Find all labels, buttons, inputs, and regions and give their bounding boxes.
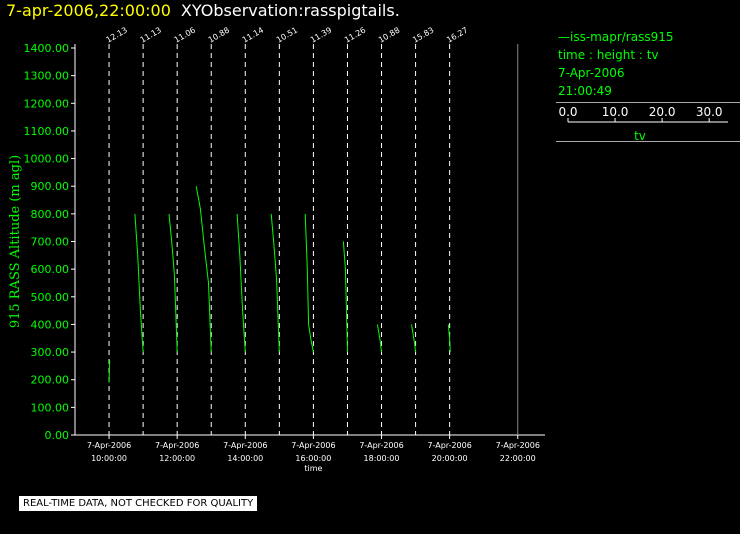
colorbar-tick-label: 30.0 [696,105,723,119]
y-tick-label: 1000.00 [24,153,70,166]
y-tick-label: 400.00 [31,318,70,331]
legend-time: 21:00:49 [558,84,612,98]
profile-label: 10.88 [377,25,401,44]
x-tick-date-label: 7-Apr-2006 [223,441,267,450]
legend-fields: time : height : tv [558,48,659,62]
y-tick-label: 1400.00 [24,42,70,55]
profile-label: 11.26 [343,25,367,44]
colorbar-label: tv [634,129,646,143]
x-tick-time-label: 14:00:00 [227,454,263,463]
colorbar-tick-label: 20.0 [649,105,676,119]
profile-trace [376,324,382,353]
profile-trace [342,241,348,353]
profile-label: 10.51 [275,25,299,44]
y-tick-label: 100.00 [31,401,70,414]
y-tick-label: 500.00 [31,291,70,304]
y-tick-label: 900.00 [31,180,70,193]
y-tick-label: 0.00 [45,429,70,442]
chart-title: XYObservation:rasspigtails. [180,1,400,20]
x-tick-date-label: 7-Apr-2006 [87,441,131,450]
profile-trace [270,213,280,353]
x-tick-date-label: 7-Apr-2006 [427,441,471,450]
profile-label: 11.06 [173,25,197,44]
profile-trace [134,213,144,353]
legend-date: 7-Apr-2006 [558,66,625,80]
y-tick-label: 300.00 [31,346,70,359]
y-tick-label: 200.00 [31,374,70,387]
x-tick-time-label: 16:00:00 [295,454,331,463]
profile-label: 10.88 [207,25,231,44]
legend-divider-bottom [556,141,740,142]
x-tick-time-label: 18:00:00 [364,454,400,463]
legend-divider-top [556,102,740,103]
profile-trace [168,213,178,353]
profile-label: 11.14 [241,25,265,44]
profile-trace [108,360,111,383]
profile-trace [236,213,246,353]
x-tick-time-label: 12:00:00 [159,454,195,463]
colorbar-tick-label: 10.0 [602,105,629,119]
colorbar: 0.0 10.0 20.0 30.0 tv [558,105,728,143]
profile-label: 15.83 [411,25,435,44]
profile-label: 12.13 [105,25,129,44]
colorbar-tick-label: 0.0 [558,105,577,119]
y-tick-label: 600.00 [31,263,70,276]
profile-trace [411,324,417,353]
legend-series-label: —iss-mapr/rass915 [558,30,674,44]
chart-header: 7-apr-2006,22:00:00 XYObservation:rasspig… [6,1,400,20]
profile-trace [195,186,212,353]
chart-timestamp: 7-apr-2006,22:00:00 [6,1,171,20]
profile-label: 11.13 [139,25,163,44]
quality-note: REAL-TIME DATA, NOT CHECKED FOR QUALITY [19,496,258,511]
y-tick-label: 700.00 [31,236,70,249]
x-tick-date-label: 7-Apr-2006 [496,441,540,450]
profile-label: 11.39 [309,25,333,44]
y-axis-label: 915 RASS Altitude (m agl) [8,155,23,328]
x-tick-time-label: 10:00:00 [91,454,127,463]
x-tick-time-label: 20:00:00 [432,454,468,463]
y-tick-label: 1100.00 [24,125,70,138]
x-axis-label: time [304,464,322,473]
profile-label: 16.27 [445,25,469,44]
y-tick-label: 800.00 [31,208,70,221]
x-tick-date-label: 7-Apr-2006 [359,441,403,450]
y-tick-label: 1300.00 [24,70,70,83]
profile-trace [304,213,314,353]
x-tick-date-label: 7-Apr-2006 [291,441,335,450]
x-tick-time-label: 22:00:00 [500,454,536,463]
y-tick-label: 1200.00 [24,97,70,110]
profile-trace [447,324,451,353]
x-tick-date-label: 7-Apr-2006 [155,441,199,450]
